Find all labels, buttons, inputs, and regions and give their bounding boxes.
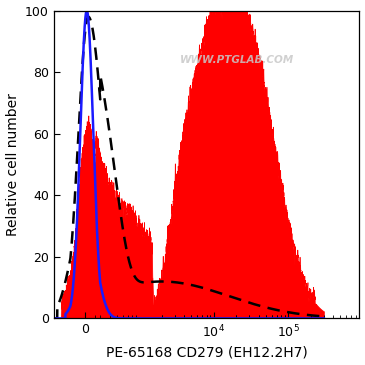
Y-axis label: Relative cell number: Relative cell number [5,93,20,236]
Text: WWW.PTGLAB.COM: WWW.PTGLAB.COM [180,55,294,65]
X-axis label: PE-65168 CD279 (EH12.2H7): PE-65168 CD279 (EH12.2H7) [106,345,308,360]
